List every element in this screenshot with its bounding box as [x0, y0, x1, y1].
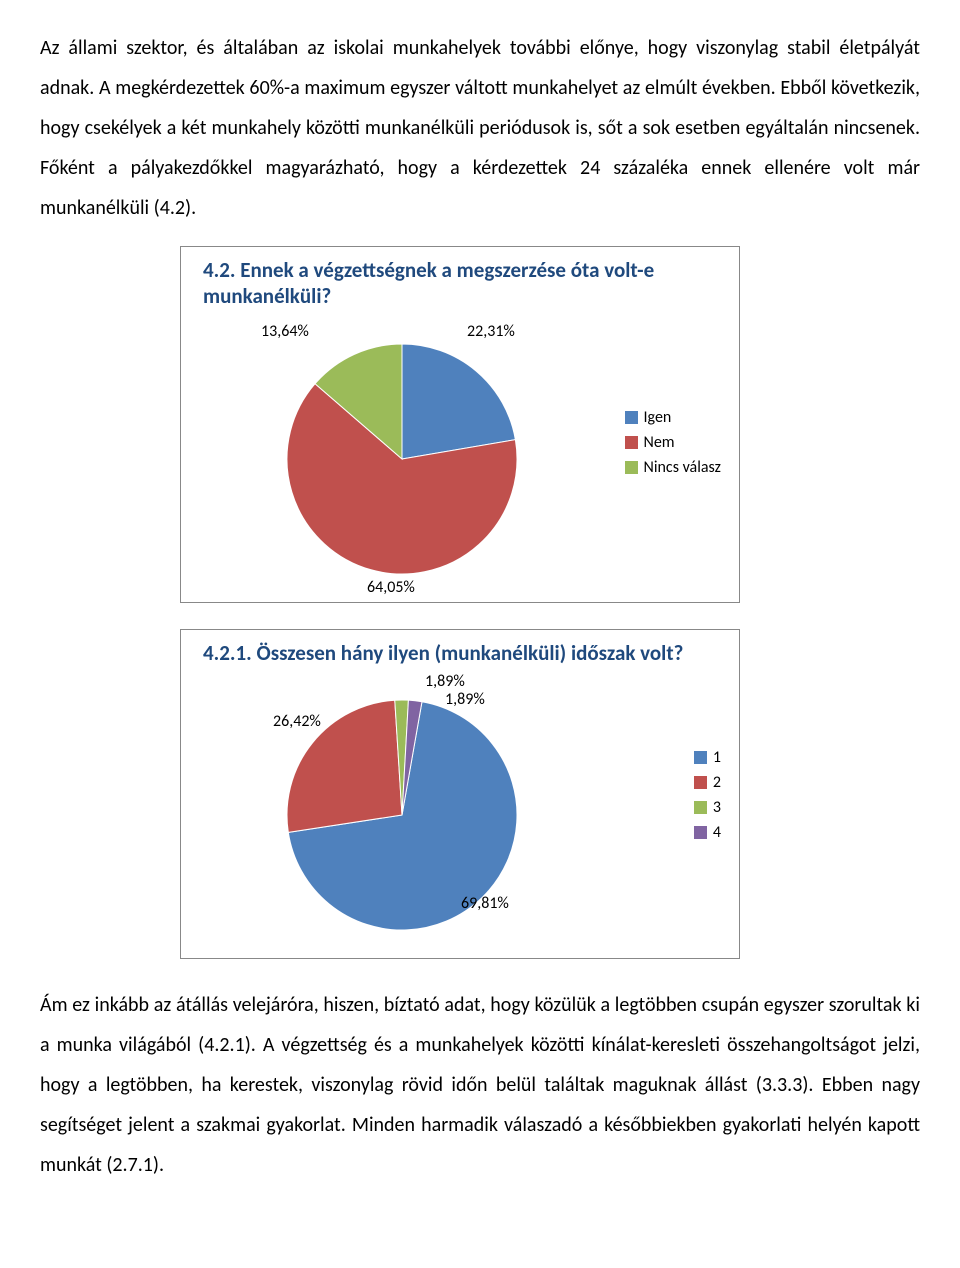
data-label: 26,42%: [273, 712, 321, 731]
data-label: 13,64%: [261, 322, 309, 341]
legend-item-3: 3: [694, 798, 721, 817]
chart-4-2-1-body: 1 2 3 4 1,89% 1,89% 26,42% 69,81%: [197, 672, 723, 942]
legend-swatch: [694, 801, 707, 814]
paragraph-2: Ám ez inkább az átállás velejáróra, hisz…: [40, 985, 920, 1185]
legend-swatch: [625, 411, 638, 424]
chart-4-2-1: 4.2.1. Összesen hány ilyen (munkanélküli…: [180, 629, 740, 959]
legend-item-1: 1: [694, 748, 721, 767]
legend-swatch: [625, 461, 638, 474]
chart-4-2-title: 4.2. Ennek a végzettségnek a megszerzése…: [203, 257, 723, 310]
chart-4-2: 4.2. Ennek a végzettségnek a megszerzése…: [180, 246, 740, 603]
legend-swatch: [625, 436, 638, 449]
paragraph-1: Az állami szektor, és általában az iskol…: [40, 28, 920, 228]
chart-4-2-1-title: 4.2.1. Összesen hány ilyen (munkanélküli…: [203, 640, 723, 666]
data-label: 69,81%: [461, 894, 509, 913]
legend-label: Nincs válasz: [644, 458, 721, 477]
legend-label: 2: [713, 773, 721, 792]
legend-item-igen: Igen: [625, 408, 721, 427]
legend-item-4: 4: [694, 823, 721, 842]
legend-item-nincs-valasz: Nincs válasz: [625, 458, 721, 477]
legend-swatch: [694, 751, 707, 764]
page: Az állami szektor, és általában az iskol…: [0, 0, 960, 1268]
legend-item-2: 2: [694, 773, 721, 792]
chart-4-2-legend: Igen Nem Nincs válasz: [625, 402, 721, 483]
legend-label: 3: [713, 798, 721, 817]
data-label: 64,05%: [367, 578, 415, 597]
legend-swatch: [694, 826, 707, 839]
pie-svg: [287, 344, 517, 574]
data-label: 1,89%: [445, 690, 485, 709]
legend-item-nem: Nem: [625, 433, 721, 452]
data-label: 1,89%: [425, 672, 465, 691]
legend-label: Nem: [644, 433, 675, 452]
legend-label: 4: [713, 823, 721, 842]
chart-4-2-pie: [287, 344, 517, 574]
chart-4-2-1-legend: 1 2 3 4: [694, 742, 721, 848]
chart-4-2-body: Igen Nem Nincs válasz 22,31% 64,05% 13,6…: [197, 316, 723, 586]
data-label: 22,31%: [467, 322, 515, 341]
legend-swatch: [694, 776, 707, 789]
legend-label: Igen: [644, 408, 672, 427]
legend-label: 1: [713, 748, 721, 767]
